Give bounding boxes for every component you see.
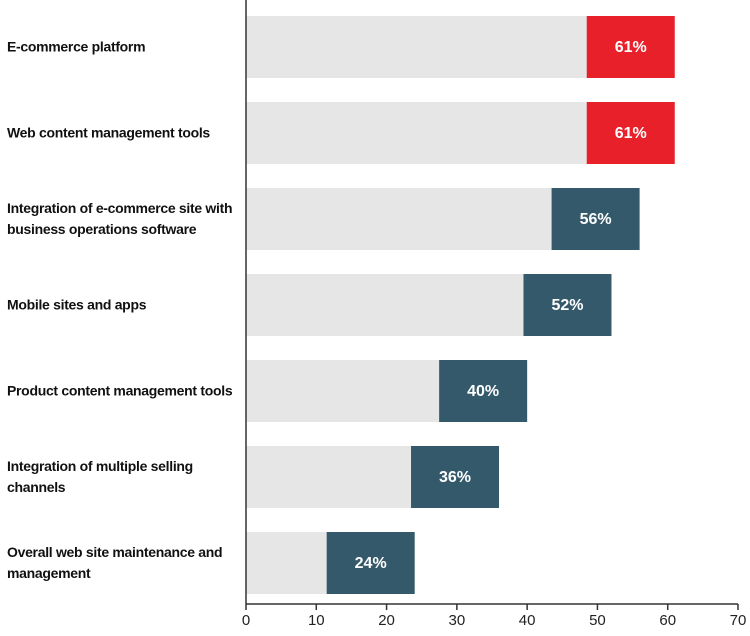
category-label: Overall web site maintenance and managem… [7, 544, 223, 581]
value-box [523, 274, 612, 336]
category-label: E-commerce platform [7, 38, 146, 55]
data-label: 40% [467, 383, 499, 400]
value-box [439, 360, 528, 422]
category-label: Product content management tools [7, 382, 233, 399]
value-box [411, 446, 500, 508]
category-label: Integration of e-commerce site with busi… [7, 200, 233, 237]
data-label: 56% [580, 211, 612, 228]
data-label: 52% [551, 297, 583, 314]
x-tick-label: 40 [519, 612, 536, 629]
value-box [586, 102, 675, 164]
data-label: 36% [439, 469, 471, 486]
value-box [551, 188, 640, 250]
x-tick-label: 70 [730, 612, 747, 629]
value-box [326, 532, 415, 594]
x-tick-label: 50 [589, 612, 606, 629]
category-label: Web content management tools [7, 124, 210, 141]
category-label: Integration of multiple selling channels [7, 458, 193, 495]
category-label: Mobile sites and apps [7, 296, 147, 313]
x-tick-label: 30 [449, 612, 466, 629]
data-label: 61% [615, 125, 647, 142]
x-tick-label: 20 [378, 612, 395, 629]
x-tick-label: 0 [242, 612, 250, 629]
value-box [586, 16, 675, 78]
data-label: 61% [615, 39, 647, 56]
x-tick-label: 10 [308, 612, 325, 629]
x-tick-label: 60 [659, 612, 676, 629]
data-label: 24% [355, 555, 387, 572]
